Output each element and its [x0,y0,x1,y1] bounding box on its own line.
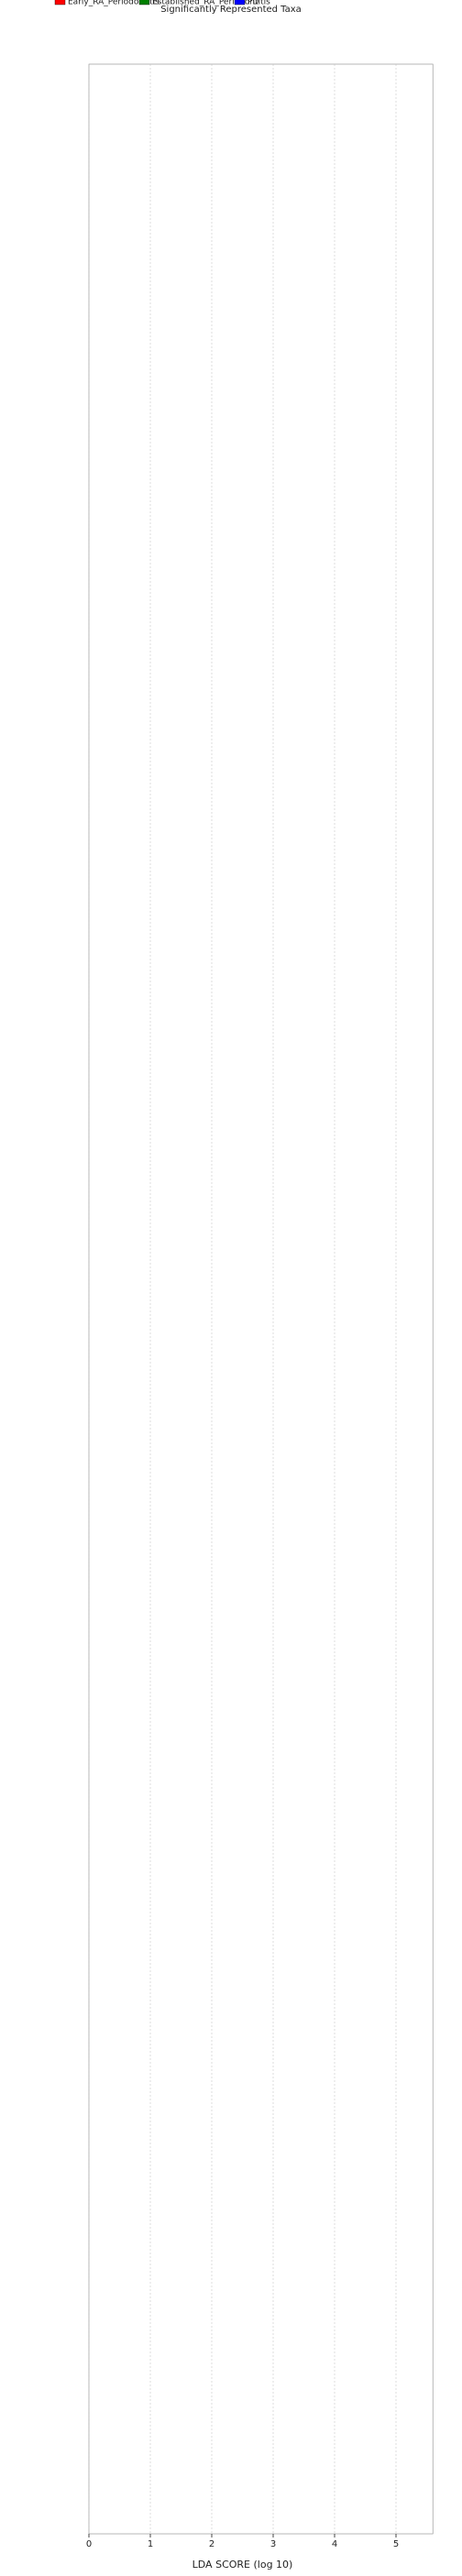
chart-title: Significantly Represented Taxa [160,5,302,15]
x-tick-label: 0 [86,2539,92,2549]
x-tick-label: 5 [393,2539,399,2549]
x-tick-label: 1 [148,2539,153,2549]
legend-label: Established_RA_Periodontitis [152,0,270,7]
legend-swatch [54,0,66,5]
plot-frame [88,63,434,2535]
x-axis-title: LDA SCORE (log 10) [192,2559,293,2571]
legend-swatch [138,0,150,5]
legend-label: PD [248,0,258,7]
x-tick-label: 3 [270,2539,276,2549]
legend-swatch [234,0,246,5]
x-tick-label: 4 [332,2539,337,2549]
x-tick-label: 2 [209,2539,214,2549]
legend-label: Early_RA_Periodontitis [68,0,160,7]
